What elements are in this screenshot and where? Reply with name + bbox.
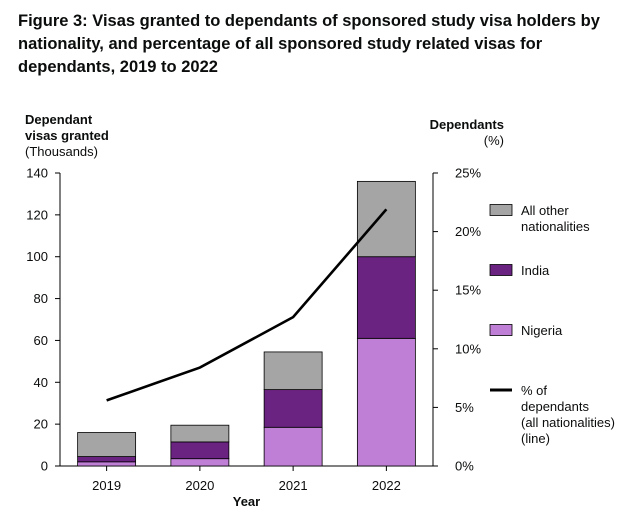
legend-line-label: % of [521,383,547,398]
legend-line-label: (all nationalities) [521,415,615,430]
bar-segment-nigeria [356,337,416,467]
right-axis-title: Dependants (%) [404,117,504,149]
x-tick-label: 2020 [185,478,214,493]
bar-segment-india [356,256,416,339]
bar-segment-india [170,441,230,460]
dependants-percentage-line [106,208,388,402]
y2-tick-label: 15% [455,283,481,298]
y2-tick-label: 10% [455,341,481,356]
x-tick-label: 2021 [279,478,308,493]
x-axis-title: Year [233,494,260,509]
y-tick-label: 120 [26,207,48,222]
left-axis-title-line3: (Thousands) [25,144,98,159]
legend-india-label: India [521,263,550,278]
bar-segment-all-other [77,432,137,457]
y2-tick-label: 5% [455,400,474,415]
legend-nigeria-swatch [489,324,513,336]
x-tick-label: 2022 [372,478,401,493]
left-axis-title-line1: Dependant [25,112,93,127]
y-tick-label: 0 [41,459,48,474]
left-axis-title: Dependant visas granted (Thousands) [25,112,109,160]
legend-line-label: dependants [521,399,589,414]
bar-segment-nigeria [263,426,323,467]
right-axis-title-line2: (%) [483,133,504,148]
bar-segment-india [77,456,137,463]
bar-segment-india [263,389,323,428]
chart-title: Figure 3: Visas granted to dependants of… [18,12,600,76]
legend-all-other-label: All other [521,203,569,218]
bar-segment-all-other [170,424,230,443]
legend-nigeria-label: Nigeria [521,323,563,338]
y2-tick-label: 0% [455,459,474,474]
x-tick-label: 2019 [92,478,121,493]
y-tick-label: 40 [34,375,48,390]
legend-all-other-swatch [489,204,513,216]
legend-all-other-label: nationalities [521,219,590,234]
bar-segment-all-other [263,351,323,391]
y-tick-label: 60 [34,333,48,348]
y-tick-label: 80 [34,291,48,306]
bar-segment-all-other [356,180,416,258]
right-axis-title-line1: Dependants [429,117,504,132]
bar-segment-nigeria [170,458,230,467]
legend-line-label: (line) [521,431,550,446]
y-tick-label: 20 [34,417,48,432]
legend-india-swatch [489,264,513,276]
left-axis-title-line2: visas granted [25,128,109,143]
y2-tick-label: 25% [455,166,481,181]
bar-segment-nigeria [77,461,137,467]
y-tick-label: 140 [26,166,48,181]
y2-tick-label: 20% [455,224,481,239]
y-tick-label: 100 [26,249,48,264]
